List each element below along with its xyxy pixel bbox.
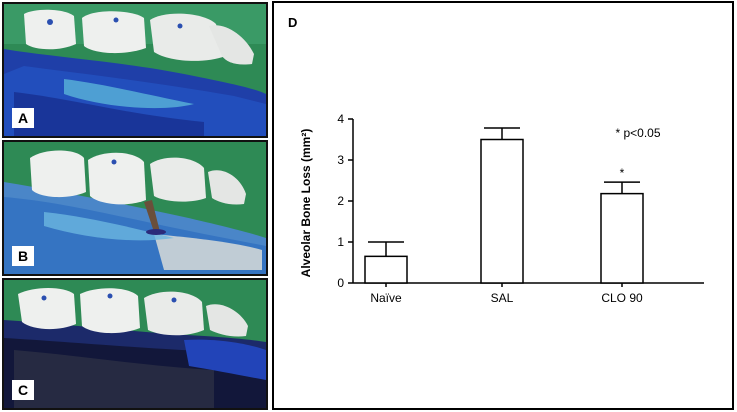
photo-panel-b: B (2, 140, 268, 276)
y-tick-label: 2 (337, 194, 344, 208)
bar-chart: D Alveolar Bone Loss (mm²) 0 1 2 3 4 * Naïve… (288, 15, 704, 305)
panel-label-a: A (12, 108, 34, 128)
panel-label-d: D (288, 15, 297, 30)
significance-marker: * (620, 166, 625, 180)
bar-clo-90 (600, 192, 644, 284)
photo-c-image (4, 280, 266, 408)
panel-label-b: B (12, 246, 34, 266)
y-tick-label: 3 (337, 153, 344, 167)
bar-na-ve (364, 255, 408, 284)
photo-panel-a: A (2, 2, 268, 138)
x-tick-label: CLO 90 (601, 291, 643, 305)
bars: * (364, 127, 644, 284)
panel-label-c: C (12, 380, 34, 400)
significance-annotation: * p<0.05 (615, 126, 660, 140)
y-tick-label: 0 (337, 276, 344, 290)
x-tick-labels: Naïve SAL CLO 90 (370, 283, 643, 305)
bar-sal (480, 138, 524, 284)
photo-panel-c: C (2, 278, 268, 410)
chart-panel-d: D Alveolar Bone Loss (mm²) 0 1 2 3 4 * Naïve… (272, 1, 734, 410)
y-tick-label: 4 (337, 112, 344, 126)
y-ticks: 0 1 2 3 4 (337, 112, 353, 290)
y-axis-label: Alveolar Bone Loss (mm²) (299, 129, 313, 278)
y-tick-label: 1 (337, 235, 344, 249)
photo-b-image (4, 142, 266, 274)
x-tick-label: Naïve (370, 291, 402, 305)
x-tick-label: SAL (491, 291, 514, 305)
photo-a-image (4, 4, 266, 136)
